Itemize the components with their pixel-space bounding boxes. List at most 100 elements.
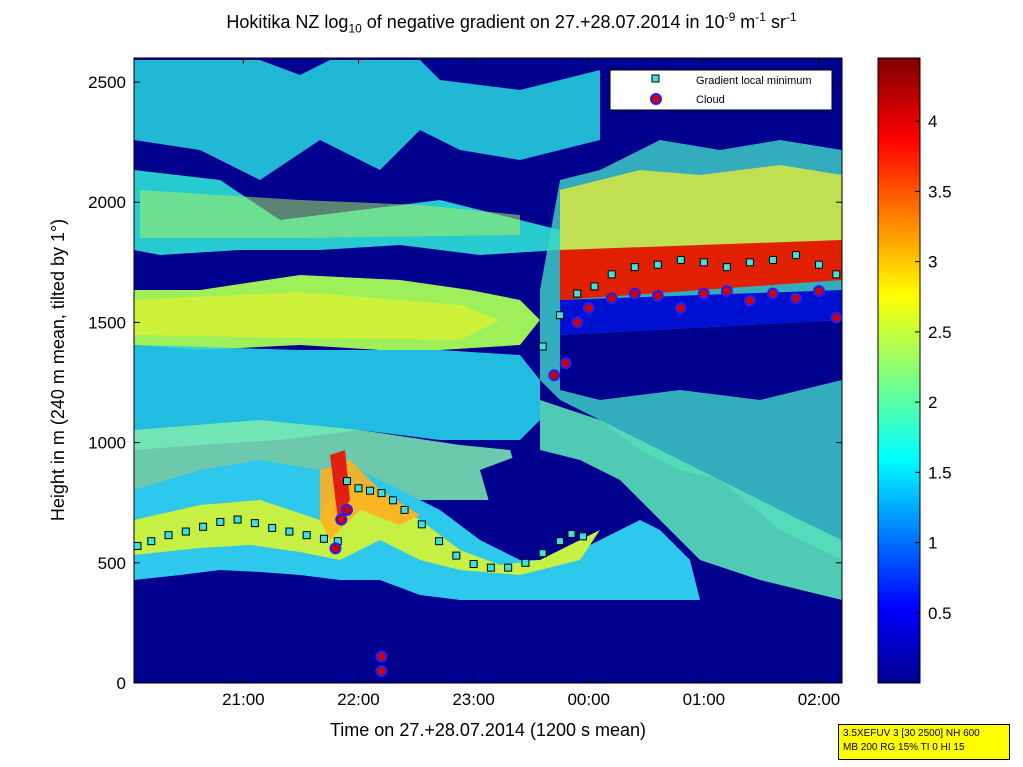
cloud-point bbox=[789, 292, 802, 305]
legend-marker-gradient bbox=[651, 74, 660, 83]
gradient-minimum-point bbox=[366, 486, 374, 495]
cloud-point bbox=[651, 289, 664, 302]
cloud-point bbox=[697, 287, 710, 300]
cloud-point bbox=[548, 369, 561, 382]
colorbar bbox=[877, 57, 921, 684]
chart-title: Hokitika NZ log10 of negative gradient o… bbox=[226, 10, 797, 36]
gradient-minimum-point bbox=[435, 537, 444, 546]
gradient-minimum-point bbox=[400, 505, 409, 514]
colorbar-ticks: 0.5 1 1.5 2 2.5 3 3.5 4 bbox=[915, 112, 952, 623]
heatmap bbox=[134, 58, 842, 683]
x-tick-label: 22:00 bbox=[337, 690, 380, 709]
gradient-minimum-point bbox=[216, 517, 225, 526]
cloud-point bbox=[582, 302, 595, 314]
gradient-minimum-point bbox=[285, 527, 294, 536]
info-line-2: MB 200 RG 15% TI 0 HI 15 bbox=[843, 742, 965, 753]
colorbar-tick-label: 0.5 bbox=[928, 604, 952, 623]
colorbar-tick-label: 4 bbox=[928, 112, 937, 131]
gradient-minimum-point bbox=[722, 263, 731, 272]
cloud-point bbox=[766, 287, 779, 300]
cloud-point bbox=[674, 302, 687, 314]
cloud-point bbox=[340, 503, 353, 516]
cloud-point bbox=[329, 542, 342, 555]
gradient-minimum-point bbox=[134, 541, 142, 550]
colorbar-tick-label: 3.5 bbox=[928, 182, 952, 201]
gradient-minimum-point bbox=[164, 531, 173, 540]
y-axis-label: Height in m (240 m mean, tilted by 1°) bbox=[48, 219, 68, 521]
gradient-minimum-point bbox=[832, 270, 841, 279]
gradient-minimum-point bbox=[181, 527, 190, 536]
gradient-minimum-point bbox=[573, 289, 582, 298]
gradient-minimum-point bbox=[452, 551, 461, 560]
gradient-minimum-point bbox=[630, 263, 639, 272]
gradient-minimum-point bbox=[814, 260, 823, 269]
legend-label-gradient: Gradient local minimum bbox=[696, 75, 812, 87]
colorbar-tick-label: 1 bbox=[928, 534, 937, 553]
cloud-point bbox=[830, 311, 842, 324]
gradient-minimum-point bbox=[302, 531, 311, 540]
y-tick-label: 1500 bbox=[88, 313, 126, 332]
cloud-point bbox=[559, 357, 572, 370]
gradient-minimum-point bbox=[250, 519, 259, 528]
gradient-minimum-point bbox=[417, 520, 426, 529]
x-axis-label: Time on 27.+28.07.2014 (1200 s mean) bbox=[330, 720, 646, 740]
gradient-minimum-point bbox=[504, 563, 513, 572]
info-line-1: 3.5XEFUV 3 [30 2500] NH 600 bbox=[843, 728, 980, 739]
parameter-info-box: 3.5XEFUV 3 [30 2500] NH 600 MB 200 RG 15… bbox=[838, 724, 1010, 760]
series-layer bbox=[134, 251, 842, 677]
colorbar-tick-label: 2.5 bbox=[928, 323, 952, 342]
gradient-minimum-point bbox=[538, 342, 547, 351]
gradient-minimum-point bbox=[567, 529, 576, 538]
x-tick-label: 01:00 bbox=[683, 690, 726, 709]
y-tick-label: 0 bbox=[117, 674, 126, 693]
cloud-point bbox=[571, 316, 584, 329]
cloud-point bbox=[335, 513, 348, 526]
cloud-point bbox=[720, 285, 733, 298]
gradient-minimum-point bbox=[590, 282, 599, 291]
cloud-point bbox=[812, 285, 825, 298]
gradient-minimum-point bbox=[377, 489, 386, 498]
gradient-minimum-point bbox=[486, 563, 495, 572]
legend: Gradient local minimum Cloud bbox=[609, 69, 833, 111]
gradient-minimum-point bbox=[342, 477, 351, 486]
gradient-minimum-point bbox=[745, 258, 754, 267]
cloud-point bbox=[628, 287, 641, 300]
y-tick-label: 500 bbox=[98, 554, 126, 573]
gradient-minimum-point bbox=[354, 484, 363, 493]
gradient-minimum-point bbox=[389, 496, 398, 505]
cloud-point bbox=[605, 292, 618, 305]
cloud-point bbox=[375, 664, 388, 677]
plot-frame bbox=[133, 57, 843, 684]
gradient-minimum-point bbox=[653, 260, 662, 269]
x-tick-label: 23:00 bbox=[452, 690, 495, 709]
colorbar-tick-label: 2 bbox=[928, 393, 937, 412]
gradient-minimum-point bbox=[768, 255, 777, 264]
gradient-minimum-point bbox=[676, 255, 685, 264]
y-tick-label: 1000 bbox=[88, 434, 126, 453]
colorbar-tick-label: 3 bbox=[928, 253, 937, 272]
gradient-minimum-point bbox=[555, 311, 564, 320]
y-tick-label: 2000 bbox=[88, 193, 126, 212]
gradient-minimum-point bbox=[469, 560, 478, 569]
gradient-minimum-point bbox=[147, 537, 156, 546]
cloud-point bbox=[743, 294, 756, 307]
cloud-point bbox=[375, 650, 388, 663]
gradient-minimum-point bbox=[699, 258, 708, 267]
gradient-minimum-point bbox=[607, 270, 616, 279]
gradient-minimum-point bbox=[233, 515, 242, 524]
gradient-minimum-point bbox=[555, 537, 564, 546]
y-tick-label: 2500 bbox=[88, 73, 126, 92]
legend-box bbox=[609, 69, 833, 111]
gradient-minimum-point bbox=[319, 534, 328, 543]
x-tick-label: 02:00 bbox=[798, 690, 841, 709]
gradient-minimum-point bbox=[791, 251, 800, 260]
x-tick-label: 21:00 bbox=[222, 690, 265, 709]
gradient-minimum-point bbox=[268, 523, 277, 532]
gradient-minimum-point bbox=[199, 522, 208, 531]
colorbar-tick-label: 1.5 bbox=[928, 463, 952, 482]
x-tick-label: 00:00 bbox=[567, 690, 610, 709]
legend-label-cloud: Cloud bbox=[696, 94, 725, 106]
gradient-minimum-point bbox=[521, 558, 530, 567]
axes: 21:00 22:00 23:00 00:00 01:00 02:00 0 500 1000 15… bbox=[88, 58, 842, 709]
